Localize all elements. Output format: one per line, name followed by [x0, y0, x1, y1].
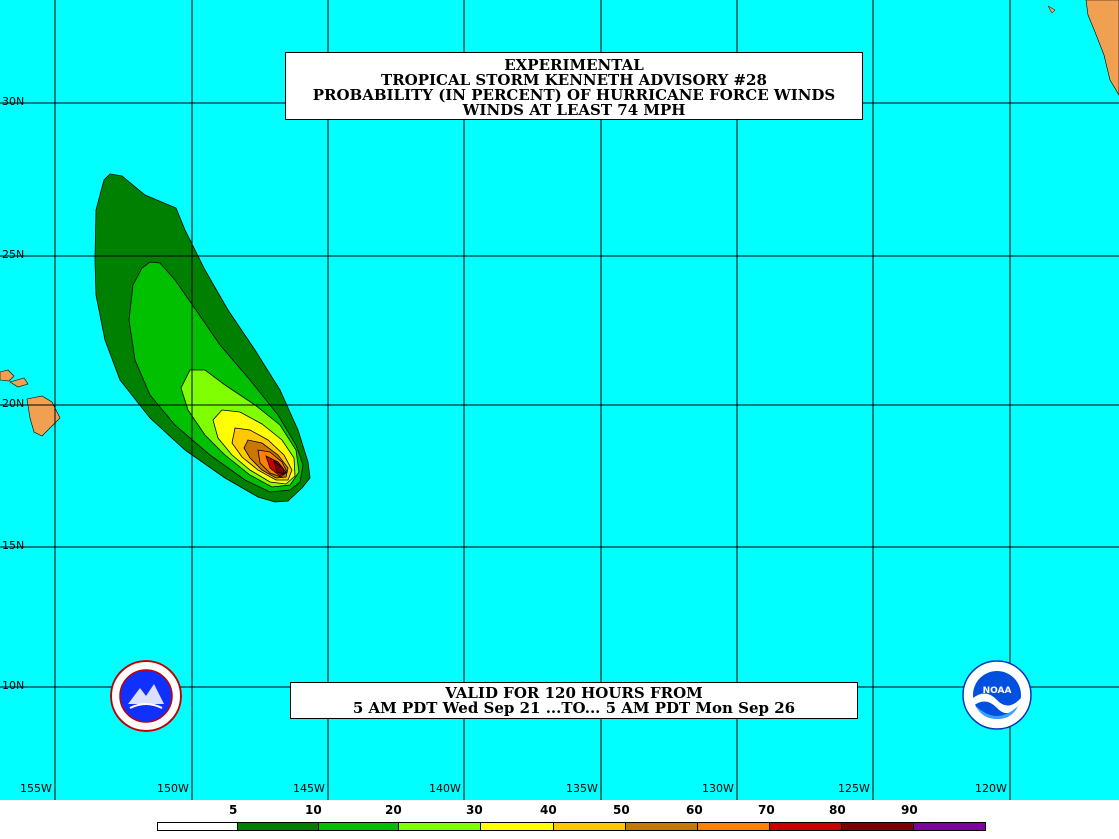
legend-swatch-50-60	[625, 822, 698, 831]
legend-swatch-10-20	[318, 822, 399, 831]
lon-label-125w: 125W	[838, 782, 870, 795]
title-line-1: EXPERIMENTAL	[504, 56, 644, 74]
lat-label-20n: 20N	[2, 397, 25, 410]
legend-swatch-5-10	[237, 822, 319, 831]
title-line-2: TROPICAL STORM KENNETH ADVISORY #28	[381, 71, 767, 89]
legend-label-20: 20	[385, 803, 402, 817]
lon-label-140w: 140W	[429, 782, 461, 795]
legend-swatch-80-90	[841, 822, 914, 831]
legend-label-70: 70	[758, 803, 775, 817]
coast-islet	[1047, 5, 1056, 14]
valid-line-2: 5 AM PDT Wed Sep 21 ...TO... 5 AM PDT Mo…	[352, 699, 796, 717]
title-box: EXPERIMENTAL TROPICAL STORM KENNETH ADVI…	[285, 52, 863, 120]
map-canvas: 30N 25N 20N 15N 10N 155W 150W 145W 140W …	[0, 0, 1119, 800]
lat-label-25n: 25N	[2, 248, 25, 261]
legend-label-50: 50	[613, 803, 630, 817]
contour-90	[273, 459, 285, 475]
valid-line-1: VALID FOR 120 HOURS FROM	[445, 684, 703, 702]
valid-time-box: VALID FOR 120 HOURS FROM 5 AM PDT Wed Se…	[290, 682, 858, 719]
probability-legend: 5 10 20 30 40 50 60 70 80 90	[0, 800, 1119, 839]
lon-label-135w: 135W	[566, 782, 598, 795]
noaa-logo-icon: NOAA	[962, 660, 1032, 730]
lon-label-155w: 155W	[20, 782, 52, 795]
legend-label-60: 60	[686, 803, 703, 817]
legend-swatch-20-30	[398, 822, 481, 831]
lon-label-150w: 150W	[157, 782, 189, 795]
map-graphics	[0, 0, 1119, 800]
north-america-coast	[1085, 0, 1119, 96]
lat-lon-grid	[0, 0, 1119, 800]
legend-label-5: 5	[229, 803, 238, 817]
legend-swatch-40-50	[553, 822, 626, 831]
probability-contours	[94, 173, 311, 503]
title-line-4: WINDS AT LEAST 74 MPH	[462, 101, 686, 119]
lon-label-130w: 130W	[702, 782, 734, 795]
lon-label-120w: 120W	[975, 782, 1007, 795]
nws-seal-icon	[110, 660, 182, 732]
legend-label-10: 10	[305, 803, 322, 817]
legend-swatch-90-100	[913, 822, 986, 831]
title-line-3: PROBABILITY (IN PERCENT) OF HURRICANE FO…	[312, 86, 836, 104]
hawaii-islands	[0, 369, 61, 437]
legend-swatch-30-40	[480, 822, 554, 831]
legend-label-40: 40	[540, 803, 557, 817]
noaa-logo-text: NOAA	[983, 686, 1012, 696]
legend-label-30: 30	[466, 803, 483, 817]
lat-label-15n: 15N	[2, 539, 25, 552]
lat-label-10n: 10N	[2, 679, 25, 692]
lat-label-30n: 30N	[2, 95, 25, 108]
legend-swatch-60-70	[697, 822, 770, 831]
lon-label-145w: 145W	[293, 782, 325, 795]
legend-label-80: 80	[829, 803, 846, 817]
legend-label-90: 90	[901, 803, 918, 817]
legend-swatch-70-80	[769, 822, 842, 831]
legend-swatch-0-5	[157, 822, 238, 831]
